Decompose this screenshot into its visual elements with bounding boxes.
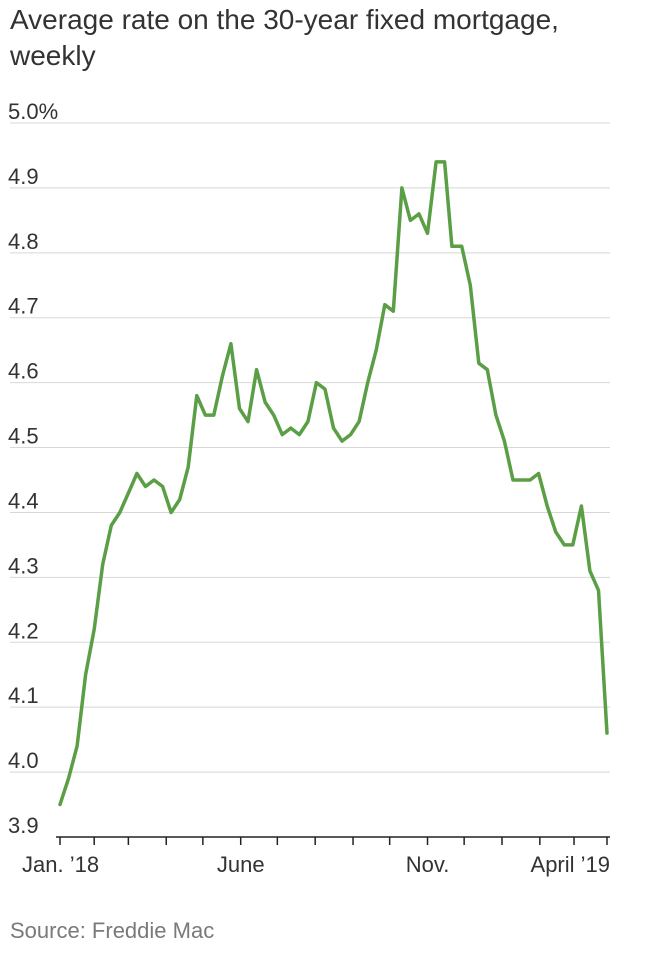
series-line [58, 160, 609, 807]
x-tick-label: June [217, 852, 265, 877]
x-tick-label: Nov. [406, 852, 450, 877]
y-tick-label: 4.8 [8, 229, 39, 254]
chart-title: Average rate on the 30-year fixed mortga… [10, 4, 559, 71]
series-group [58, 160, 609, 807]
y-tick-label: 4.2 [8, 618, 39, 643]
x-tick-label: Jan. ’18 [22, 852, 99, 877]
y-tick-label: 4.7 [8, 294, 39, 319]
y-tick-labels: 5.0% 4.9 4.8 4.7 4.6 4.5 4.4 4.3 4.2 4.1 4.0 3.9 [8, 99, 58, 838]
y-tick-label: 4.3 [8, 553, 39, 578]
y-tick-label: 4.4 [8, 488, 39, 513]
x-axis [56, 836, 610, 845]
source-note: Source: Freddie Mac [10, 918, 215, 943]
x-tick-label: April ’19 [531, 852, 610, 877]
y-tick-label: 3.9 [8, 813, 39, 838]
y-tick-label: 4.6 [8, 359, 39, 384]
y-tick-label: 4.5 [8, 424, 39, 449]
y-tick-label: 4.0 [8, 748, 39, 773]
y-tick-label: 4.9 [8, 164, 39, 189]
y-tick-label: 5.0% [8, 99, 58, 124]
y-tick-label: 4.1 [8, 683, 39, 708]
gridlines [10, 122, 610, 773]
x-tick-labels: Jan. ’18 June Nov. April ’19 [22, 852, 610, 877]
